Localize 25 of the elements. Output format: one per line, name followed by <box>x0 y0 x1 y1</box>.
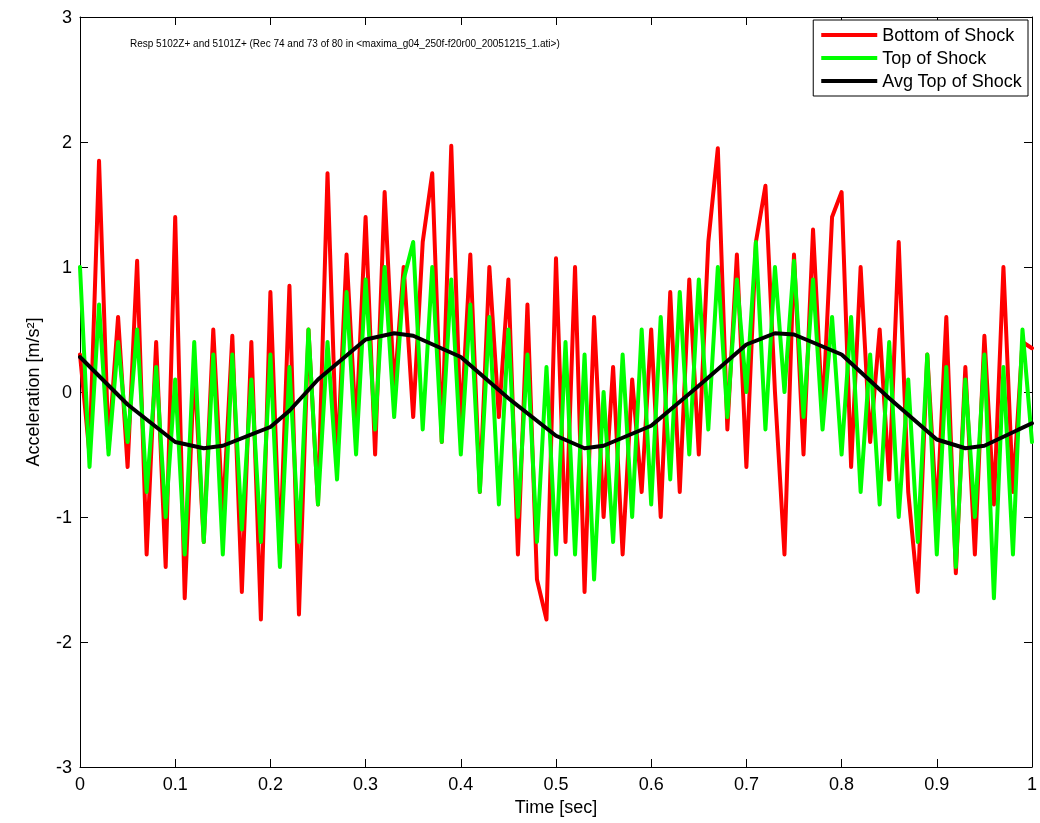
x-tick-label: 0.9 <box>924 774 950 794</box>
y-tick-label: -1 <box>55 507 72 527</box>
x-tick-label: 0.4 <box>448 774 474 794</box>
y-tick-label: 1 <box>61 257 72 277</box>
legend-label: Top of Shock <box>882 48 988 68</box>
y-tick-label: 2 <box>61 132 72 152</box>
legend-label: Avg Top of Shock <box>882 71 1023 91</box>
y-axis-title: Acceleration [m/s²] <box>23 317 43 467</box>
line-series <box>78 240 1034 601</box>
legend-label: Bottom of Shock <box>882 25 1016 45</box>
x-tick-label: 0 <box>74 774 86 794</box>
y-tick-label: 0 <box>61 382 72 402</box>
y-tick-label: -3 <box>55 757 72 777</box>
x-axis-title: Time [sec] <box>514 796 598 817</box>
x-tick-label: 0.5 <box>543 774 569 794</box>
x-tick-label: 0.3 <box>353 774 379 794</box>
x-tick-label: 0.6 <box>638 774 664 794</box>
x-tick-label: 0.1 <box>162 774 188 794</box>
x-tick-label: 0.7 <box>733 774 759 794</box>
annotation: Resp 5102Z+ and 5101Z+ (Rec 74 and 73 of 80 in <maxima_g04_250f-f20r00_20051215_1.ati>) <box>130 37 560 49</box>
y-tick-label: -2 <box>55 632 72 652</box>
y-tick-label: 3 <box>61 7 72 27</box>
x-tick-label: 0.8 <box>829 774 855 794</box>
x-tick-label: 1 <box>1026 774 1037 794</box>
x-tick-label: 0.2 <box>257 774 283 794</box>
